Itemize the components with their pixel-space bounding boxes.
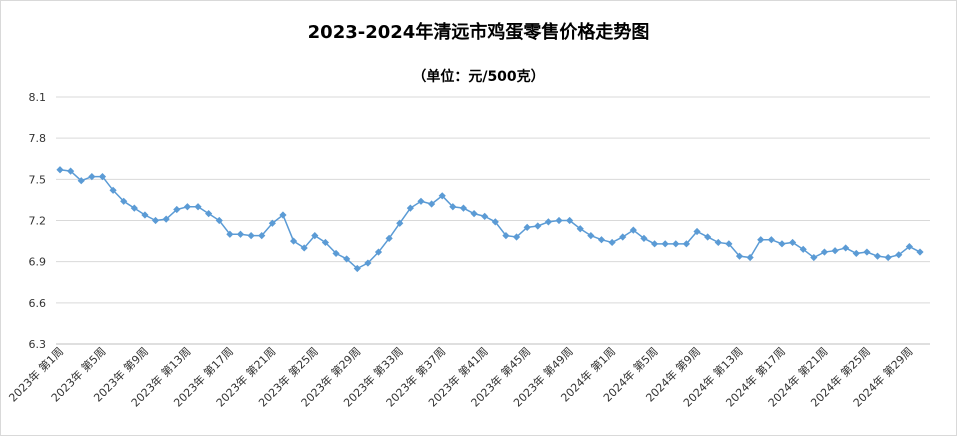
data-point-marker xyxy=(852,249,860,258)
data-point-marker xyxy=(120,197,128,205)
data-point-marker xyxy=(56,166,64,174)
data-point-marker xyxy=(873,252,882,260)
data-point-marker xyxy=(67,167,75,175)
data-point-marker xyxy=(236,230,245,238)
y-tick-label: 8.1 xyxy=(29,91,47,104)
data-point-marker xyxy=(916,248,924,256)
data-point-marker xyxy=(438,192,446,200)
data-point-marker xyxy=(587,231,595,240)
data-point-marker xyxy=(735,252,744,260)
data-point-marker xyxy=(566,216,574,225)
data-point-marker xyxy=(364,259,372,267)
data-point-marker xyxy=(608,238,616,247)
y-tick-label: 7.5 xyxy=(29,173,47,186)
data-point-marker xyxy=(173,205,181,214)
data-point-marker xyxy=(523,223,531,231)
data-point-marker xyxy=(512,233,521,241)
data-point-marker xyxy=(300,244,308,252)
chart-title: 2023-2024年清远市鸡蛋零售价格走势图 xyxy=(307,22,650,43)
data-point-marker xyxy=(502,231,510,240)
data-point-marker xyxy=(661,240,669,248)
data-point-marker xyxy=(77,177,85,185)
data-point-marker xyxy=(130,204,138,212)
data-point-marker xyxy=(650,240,659,248)
y-tick-label: 6.6 xyxy=(29,297,47,310)
data-point-marker xyxy=(704,233,712,241)
data-point-marker xyxy=(279,211,287,219)
data-point-marker xyxy=(311,231,319,240)
y-tick-label: 7.8 xyxy=(29,132,47,145)
data-point-marker xyxy=(385,234,393,242)
data-point-marker xyxy=(226,230,234,238)
data-point-marker xyxy=(332,249,340,258)
data-point-marker xyxy=(205,210,213,218)
data-point-marker xyxy=(895,251,903,259)
data-point-marker xyxy=(183,203,192,211)
data-point-marker xyxy=(247,231,255,240)
data-point-marker xyxy=(258,231,266,240)
data-point-marker xyxy=(905,242,913,251)
data-point-marker xyxy=(98,172,107,181)
data-point-marker xyxy=(481,212,489,220)
data-point-marker xyxy=(576,225,584,233)
data-point-marker xyxy=(672,240,680,248)
data-point-marker xyxy=(353,264,361,273)
data-point-marker xyxy=(459,204,468,212)
data-point-marker xyxy=(151,216,160,225)
data-point-marker xyxy=(842,244,850,252)
data-point-marker xyxy=(831,247,839,255)
data-point-marker xyxy=(470,210,478,218)
data-point-marker xyxy=(597,236,606,244)
data-point-marker xyxy=(555,216,563,225)
data-point-marker xyxy=(162,215,170,223)
data-point-marker xyxy=(693,227,701,236)
data-point-marker xyxy=(725,240,733,248)
data-point-marker xyxy=(491,218,499,226)
series-line xyxy=(59,168,921,270)
y-tick-label: 6.3 xyxy=(29,338,47,351)
data-point-marker xyxy=(714,238,722,247)
data-point-marker xyxy=(799,245,807,253)
data-point-marker xyxy=(417,197,425,205)
data-point-marker xyxy=(767,236,775,244)
data-point-marker xyxy=(682,240,691,248)
data-point-marker xyxy=(321,238,330,247)
data-point-marker xyxy=(396,219,404,227)
y-tick-label: 6.9 xyxy=(29,256,47,269)
data-point-marker xyxy=(88,172,96,181)
data-point-marker xyxy=(640,234,648,242)
data-point-marker xyxy=(544,218,552,226)
data-point-marker xyxy=(778,240,786,248)
data-point-marker xyxy=(449,203,457,211)
data-point-marker xyxy=(619,233,627,241)
data-point-marker xyxy=(215,216,223,225)
data-point-marker xyxy=(428,200,436,208)
data-point-marker xyxy=(863,248,871,256)
data-point-marker xyxy=(406,204,414,212)
data-point-marker xyxy=(820,248,829,256)
data-point-marker xyxy=(141,211,149,219)
chart-subtitle: （单位：元/500克） xyxy=(412,69,545,85)
data-point-marker xyxy=(534,222,542,230)
data-point-marker xyxy=(884,253,892,262)
data-point-marker xyxy=(109,186,117,194)
data-point-marker xyxy=(757,236,765,244)
data-point-marker xyxy=(289,237,298,245)
data-point-marker xyxy=(194,203,202,211)
data-point-marker xyxy=(788,238,797,247)
data-point-marker xyxy=(629,226,637,234)
data-point-marker xyxy=(810,253,818,262)
data-point-marker xyxy=(746,253,754,262)
data-point-marker xyxy=(343,255,351,263)
y-tick-label: 7.2 xyxy=(29,215,47,228)
data-point-marker xyxy=(374,248,383,256)
data-point-marker xyxy=(268,219,276,227)
